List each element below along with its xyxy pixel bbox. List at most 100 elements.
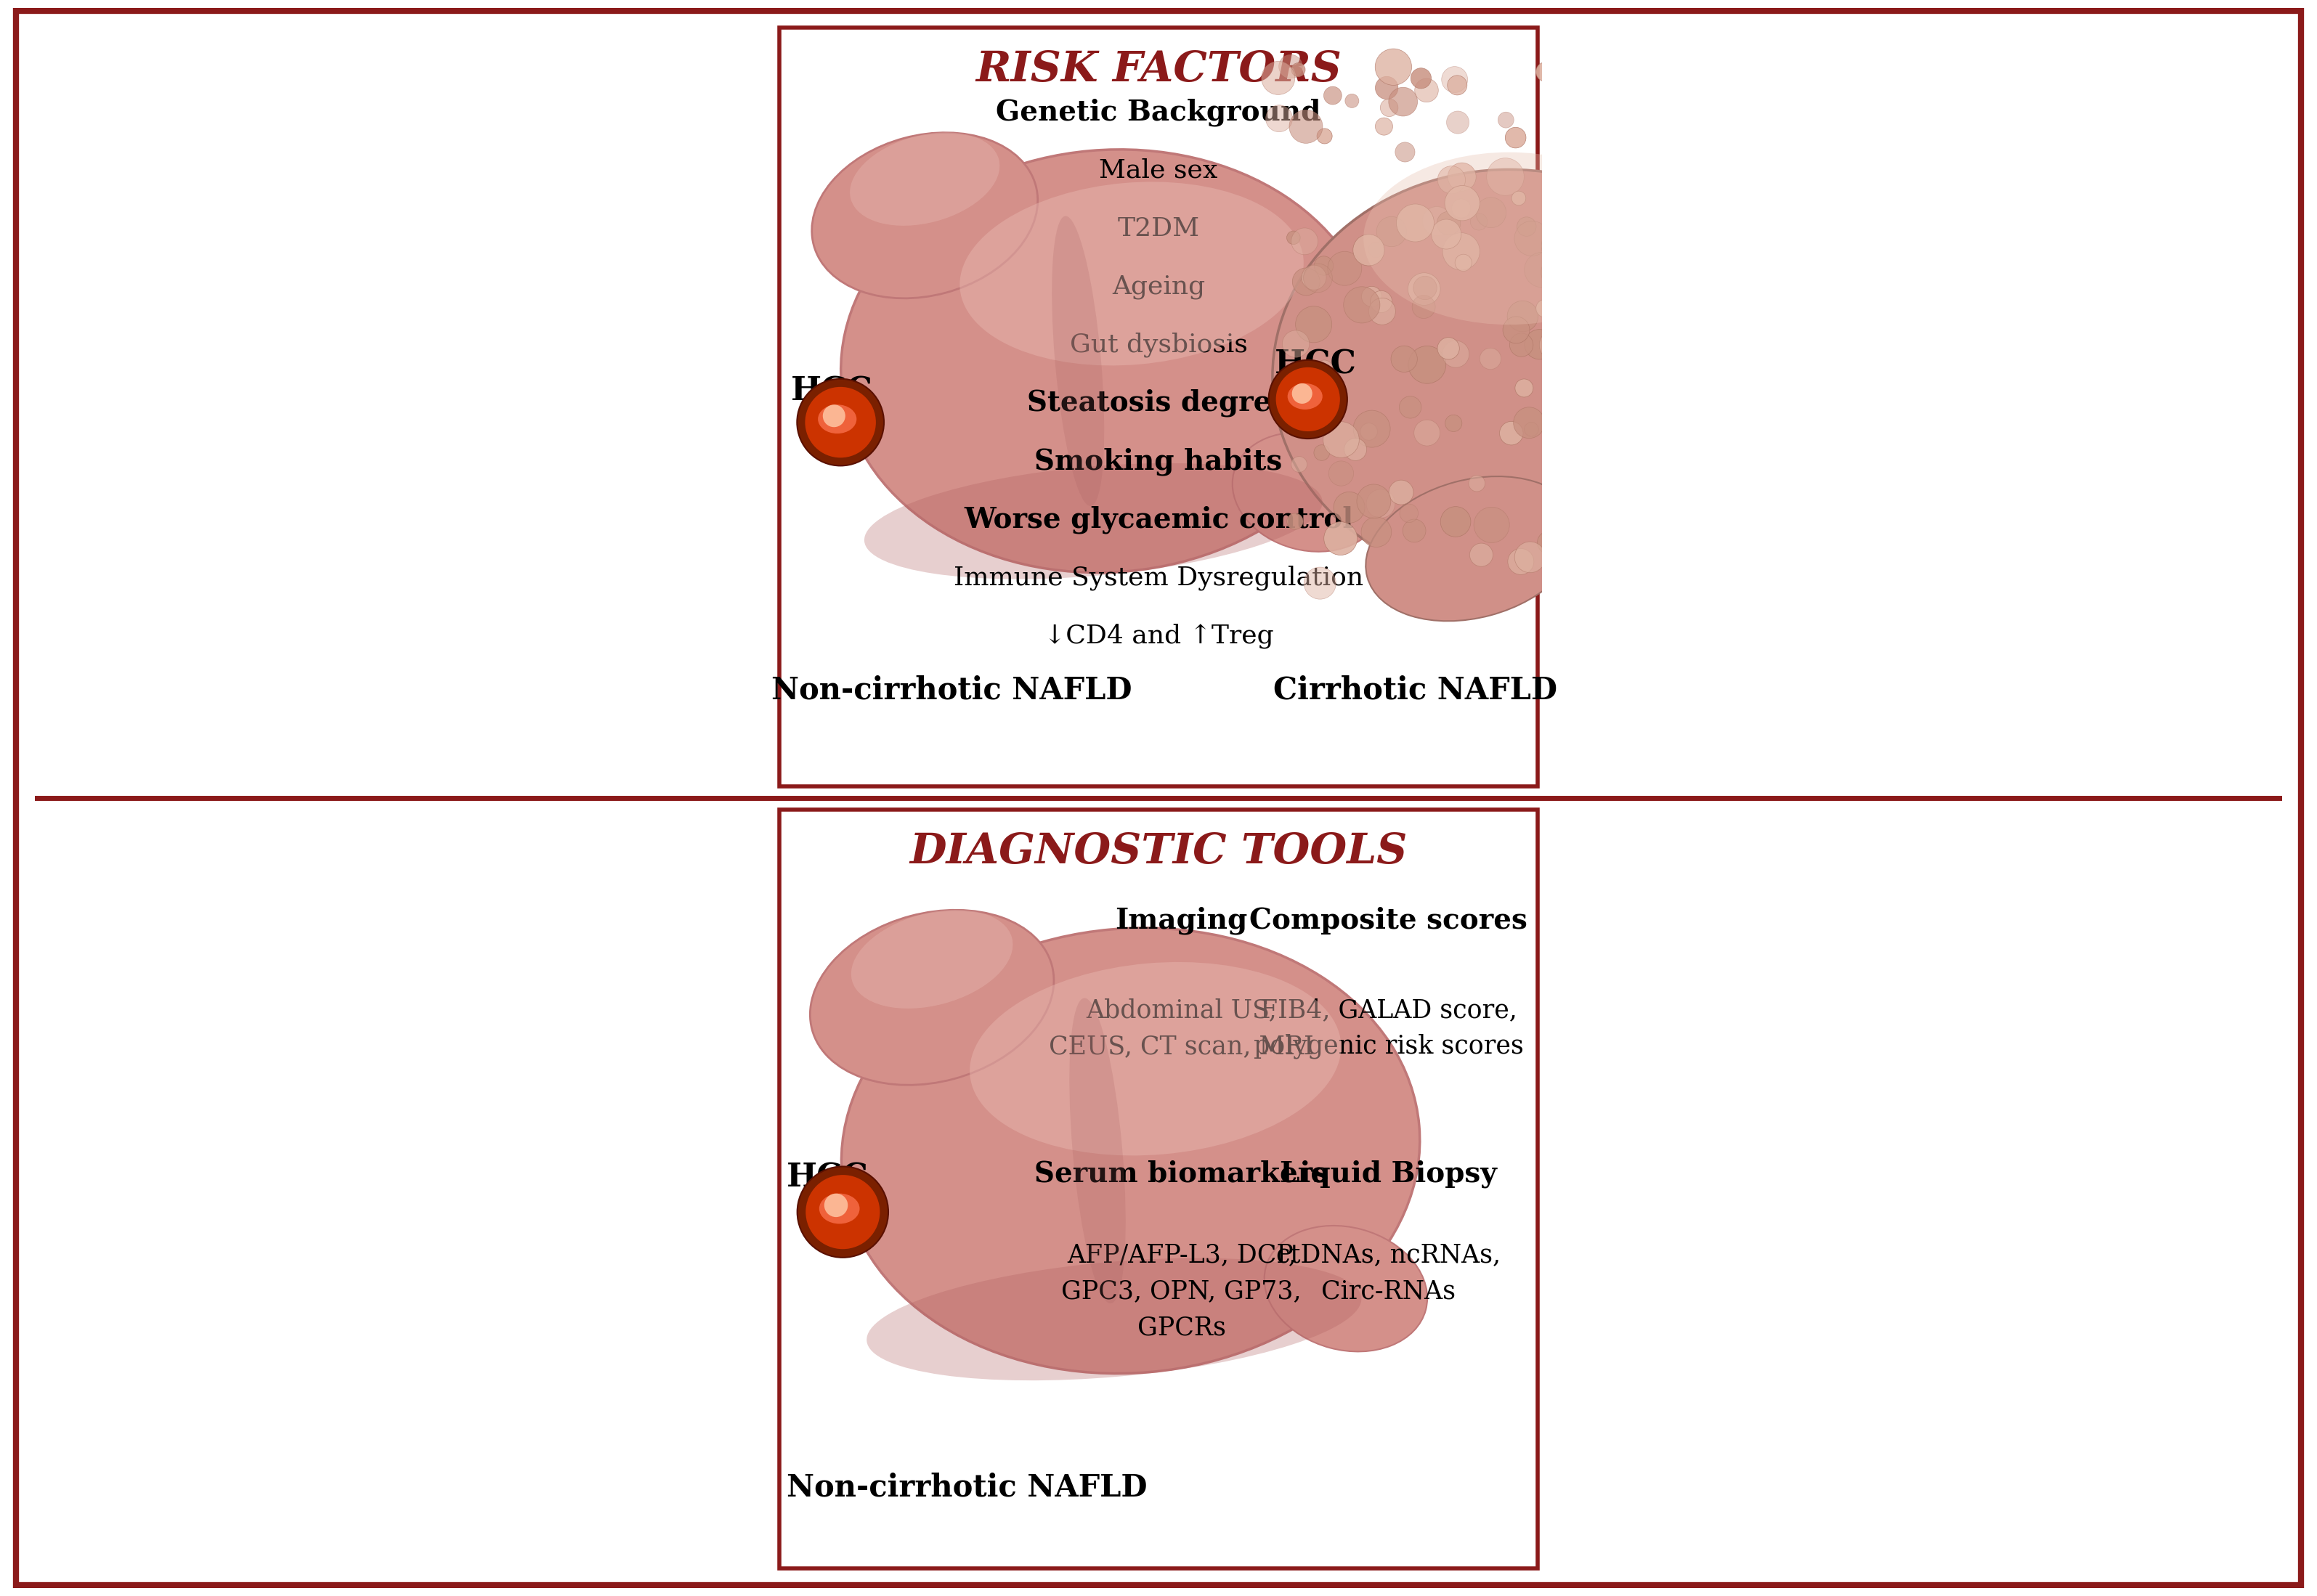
Circle shape — [1543, 214, 1576, 244]
Circle shape — [1453, 200, 1471, 219]
Circle shape — [1562, 314, 1596, 348]
Circle shape — [1304, 263, 1332, 292]
Circle shape — [1684, 448, 1698, 461]
Circle shape — [1525, 329, 1555, 359]
Circle shape — [1281, 330, 1309, 358]
Ellipse shape — [1601, 142, 1854, 335]
Circle shape — [1369, 243, 1383, 257]
Circle shape — [1684, 433, 1703, 452]
Text: Imaging: Imaging — [1114, 907, 1247, 935]
Text: RISK FACTORS: RISK FACTORS — [975, 49, 1342, 91]
Ellipse shape — [841, 150, 1376, 573]
Circle shape — [1448, 75, 1467, 96]
Circle shape — [1441, 340, 1469, 367]
Circle shape — [1515, 378, 1534, 397]
Circle shape — [1353, 410, 1390, 447]
Circle shape — [1756, 222, 1773, 238]
Circle shape — [1541, 259, 1569, 287]
Ellipse shape — [1365, 476, 1580, 621]
Circle shape — [1752, 139, 1777, 166]
Circle shape — [1805, 289, 1830, 314]
Circle shape — [1488, 158, 1525, 195]
Circle shape — [1789, 278, 1805, 295]
Circle shape — [1443, 233, 1481, 270]
Circle shape — [1835, 231, 1858, 254]
Circle shape — [1277, 367, 1339, 431]
Circle shape — [1810, 353, 1837, 381]
Circle shape — [1328, 461, 1353, 485]
Ellipse shape — [864, 463, 1323, 579]
Circle shape — [1508, 300, 1538, 332]
FancyBboxPatch shape — [779, 27, 1538, 787]
Circle shape — [1358, 484, 1390, 519]
Circle shape — [1715, 345, 1728, 359]
Circle shape — [823, 405, 846, 428]
Text: Gut dysbiosis: Gut dysbiosis — [1070, 332, 1247, 358]
Circle shape — [1678, 117, 1712, 153]
Circle shape — [1367, 490, 1395, 519]
Text: Male sex: Male sex — [1098, 158, 1219, 182]
Circle shape — [1441, 506, 1471, 536]
Circle shape — [1260, 61, 1295, 94]
Circle shape — [1328, 252, 1362, 286]
Circle shape — [1481, 348, 1501, 369]
Circle shape — [1376, 77, 1397, 99]
Text: DIAGNOSTIC TOOLS: DIAGNOSTIC TOOLS — [911, 832, 1406, 873]
Circle shape — [1300, 380, 1321, 402]
Circle shape — [1647, 222, 1680, 254]
Circle shape — [1763, 93, 1786, 113]
Circle shape — [1518, 217, 1536, 236]
Circle shape — [1323, 421, 1360, 458]
Text: ctDNAs, ncRNAs,
Circ-RNAs: ctDNAs, ncRNAs, Circ-RNAs — [1277, 1243, 1501, 1304]
Circle shape — [1722, 233, 1752, 262]
Circle shape — [1344, 287, 1381, 322]
Circle shape — [1536, 62, 1555, 81]
Ellipse shape — [867, 1258, 1362, 1381]
Circle shape — [1335, 492, 1365, 523]
Circle shape — [1381, 99, 1397, 117]
Circle shape — [1694, 222, 1708, 236]
Text: Abdominal US,
CEUS, CT scan, MRI: Abdominal US, CEUS, CT scan, MRI — [1050, 997, 1314, 1058]
Circle shape — [1369, 290, 1393, 313]
Circle shape — [1606, 284, 1622, 300]
Circle shape — [1599, 137, 1624, 161]
Circle shape — [1559, 559, 1592, 592]
Text: Non-cirrhotic NAFLD: Non-cirrhotic NAFLD — [772, 675, 1133, 705]
Circle shape — [1596, 247, 1633, 282]
Circle shape — [1754, 227, 1779, 251]
Circle shape — [1513, 407, 1545, 439]
Circle shape — [1691, 509, 1726, 544]
Circle shape — [1580, 281, 1620, 319]
Circle shape — [1446, 185, 1481, 220]
Circle shape — [1360, 517, 1393, 547]
Circle shape — [1446, 112, 1469, 134]
Circle shape — [1793, 209, 1826, 241]
Circle shape — [1664, 128, 1680, 144]
Circle shape — [1701, 150, 1722, 171]
Circle shape — [1708, 318, 1740, 350]
Circle shape — [1571, 137, 1608, 174]
Circle shape — [1814, 177, 1842, 206]
Circle shape — [1638, 516, 1664, 541]
Circle shape — [1715, 466, 1735, 487]
Circle shape — [1291, 62, 1304, 77]
Circle shape — [1592, 429, 1617, 455]
Circle shape — [1538, 329, 1571, 361]
Circle shape — [1849, 140, 1872, 163]
Circle shape — [1399, 504, 1418, 522]
Circle shape — [1437, 166, 1464, 193]
Circle shape — [1402, 519, 1425, 543]
Circle shape — [797, 1167, 887, 1258]
Circle shape — [1643, 308, 1668, 334]
Circle shape — [1409, 346, 1446, 383]
Circle shape — [1789, 166, 1819, 196]
Circle shape — [1323, 86, 1342, 104]
Circle shape — [1847, 101, 1868, 121]
Ellipse shape — [820, 1194, 860, 1224]
Circle shape — [1673, 110, 1703, 142]
Circle shape — [1437, 211, 1460, 235]
Circle shape — [1657, 490, 1691, 525]
Circle shape — [1455, 254, 1471, 271]
Circle shape — [806, 1175, 880, 1250]
Circle shape — [1399, 396, 1420, 418]
